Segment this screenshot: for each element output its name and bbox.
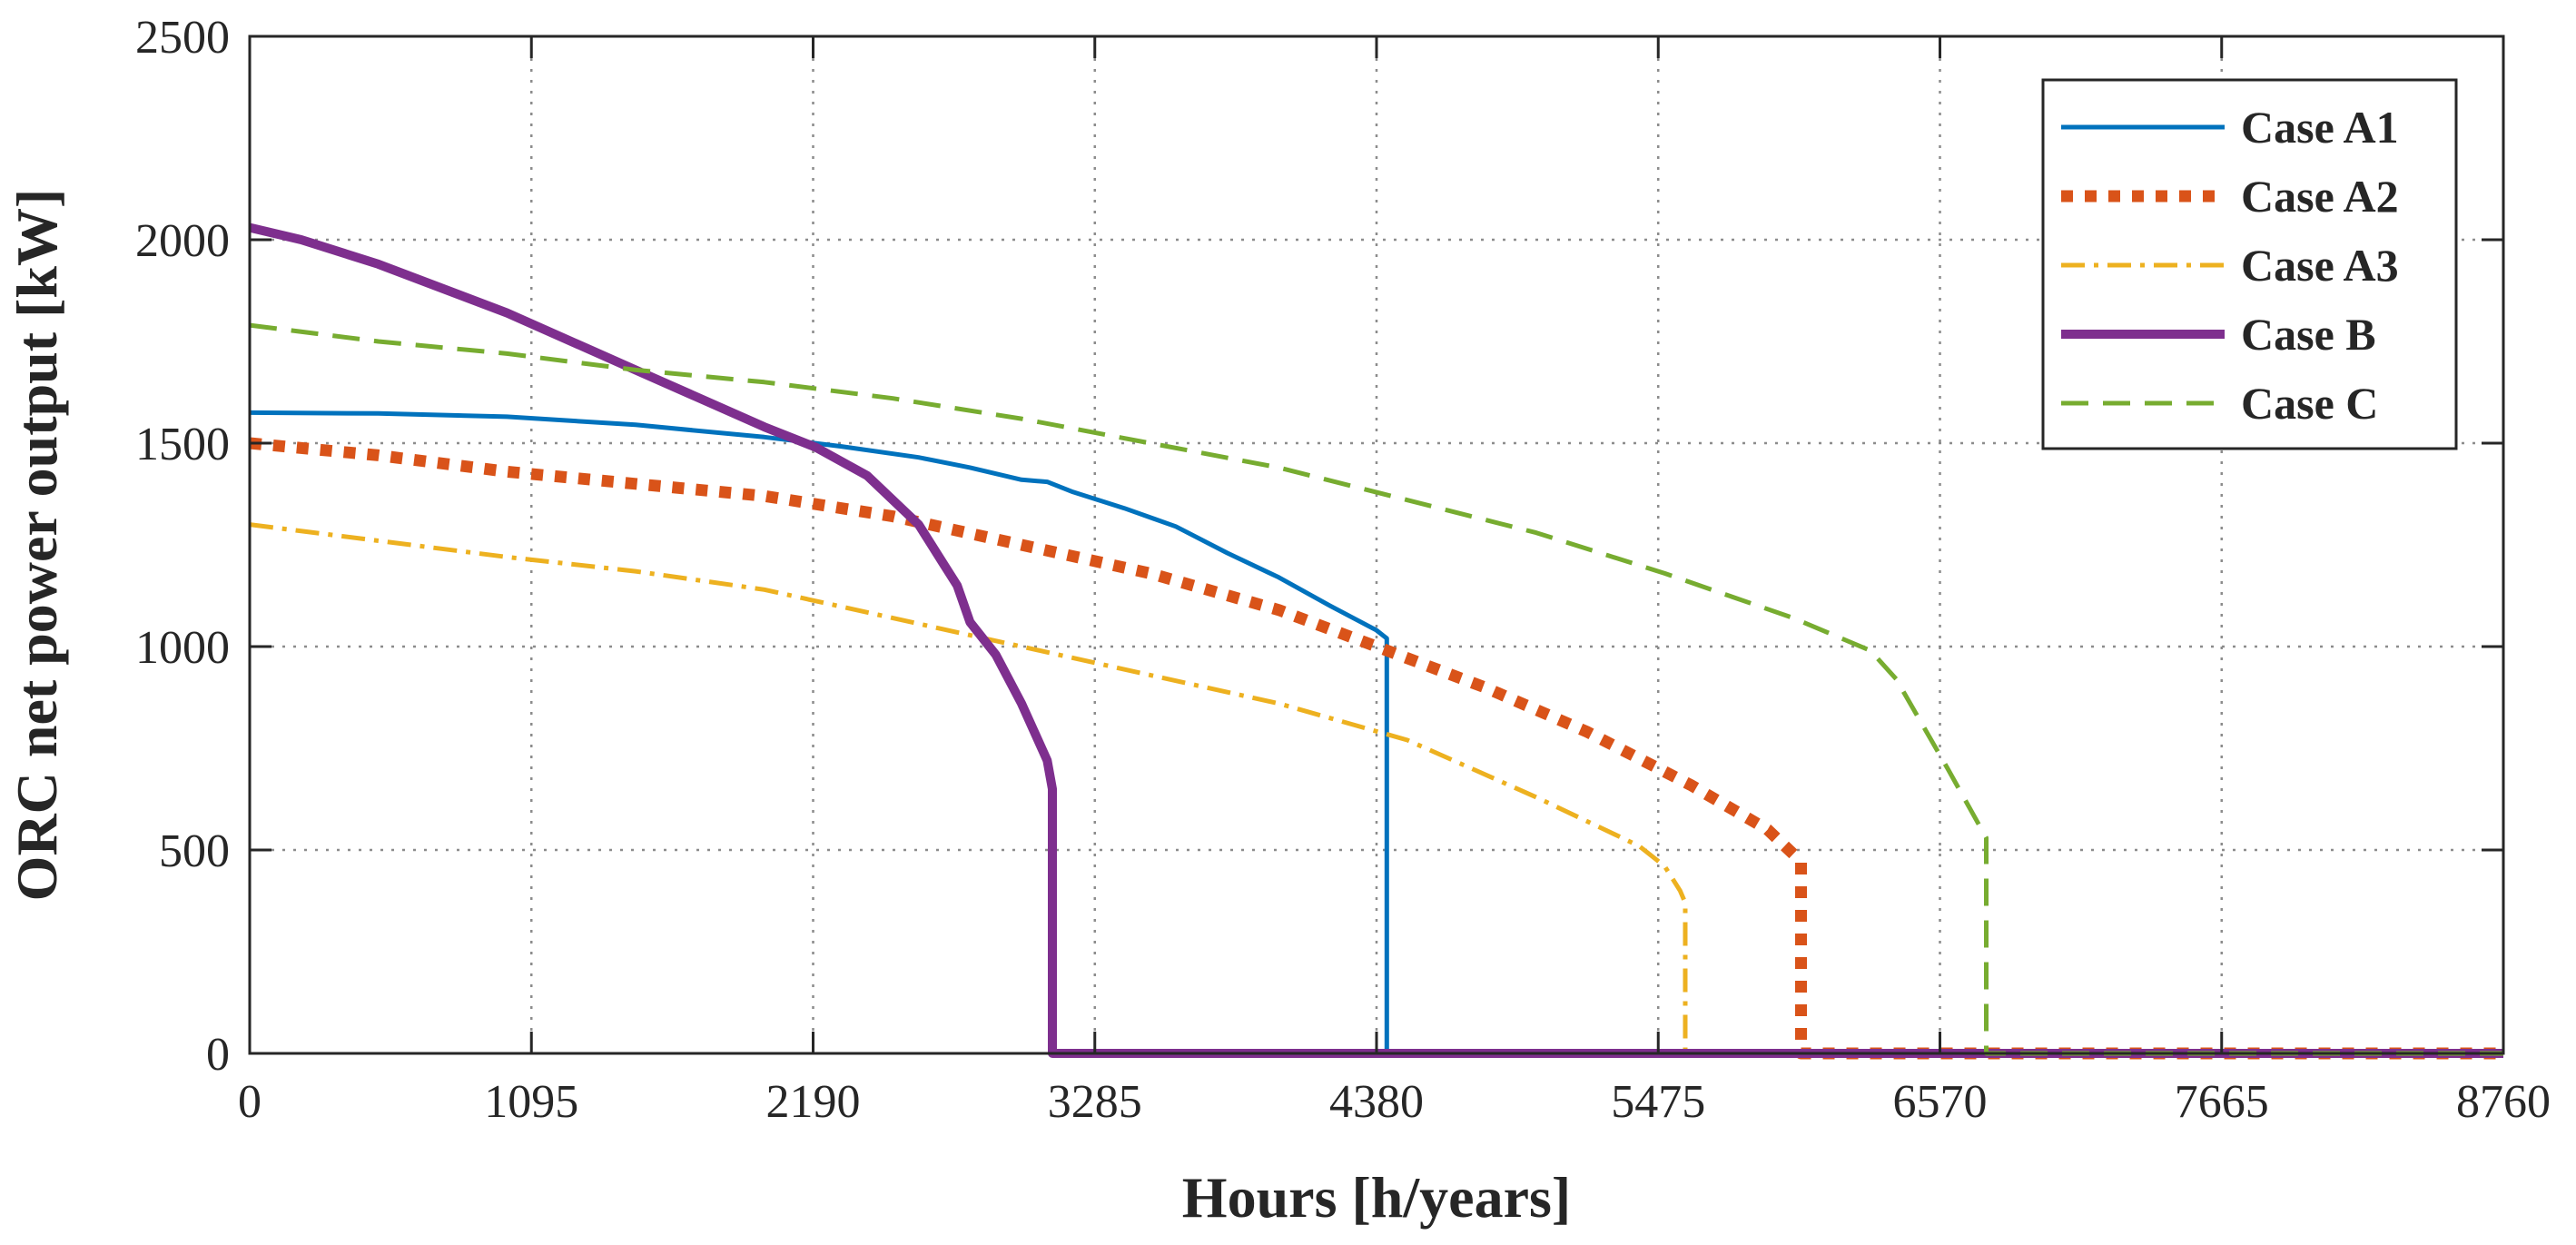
- x-axis-title: Hours [h/years]: [1182, 1165, 1571, 1230]
- x-tick-label: 1095: [484, 1076, 578, 1128]
- axis-ticks: [248, 35, 2505, 1055]
- x-tick-label: 7665: [2175, 1076, 2269, 1128]
- series-line-case-b: [248, 222, 2503, 1058]
- series-line-case-a2: [249, 437, 2503, 1060]
- y-tick-label: 1500: [135, 419, 230, 470]
- series-line-case-c: [249, 322, 2503, 1056]
- series-line-case-a3: [249, 522, 2503, 1056]
- series-line-case-a1: [249, 410, 2503, 1056]
- series-lines: [248, 222, 2503, 1060]
- x-tick-labels: 0 1095 2190 3285 4380 5475 6570 7665 8760: [238, 1076, 2551, 1128]
- x-tick-label: 5475: [1611, 1076, 1705, 1128]
- x-tick-label: 8760: [2456, 1076, 2551, 1128]
- x-tick-label: 2190: [766, 1076, 861, 1128]
- legend-label: Case C: [2241, 378, 2378, 429]
- x-tick-label: 3285: [1048, 1076, 1142, 1128]
- y-tick-labels: 0 500 1000 1500 2000 2500: [135, 12, 230, 1081]
- x-tick-label: 0: [238, 1076, 262, 1128]
- legend: Case A1 Case A2 Case A3 Case B Case C: [2041, 78, 2458, 450]
- legend-label: Case A1: [2241, 102, 2399, 153]
- y-axis-title: ORC net power output [kW]: [5, 189, 69, 902]
- y-tick-label: 2500: [135, 12, 230, 64]
- y-tick-label: 0: [206, 1029, 230, 1081]
- y-tick-label: 500: [159, 825, 230, 877]
- legend-label: Case A3: [2241, 240, 2399, 291]
- y-tick-label: 2000: [135, 215, 230, 267]
- legend-label: Case B: [2241, 309, 2376, 360]
- y-tick-label: 1000: [135, 622, 230, 674]
- legend-label: Case A2: [2241, 171, 2399, 222]
- x-tick-label: 4380: [1329, 1076, 1424, 1128]
- x-tick-label: 6570: [1893, 1076, 1988, 1128]
